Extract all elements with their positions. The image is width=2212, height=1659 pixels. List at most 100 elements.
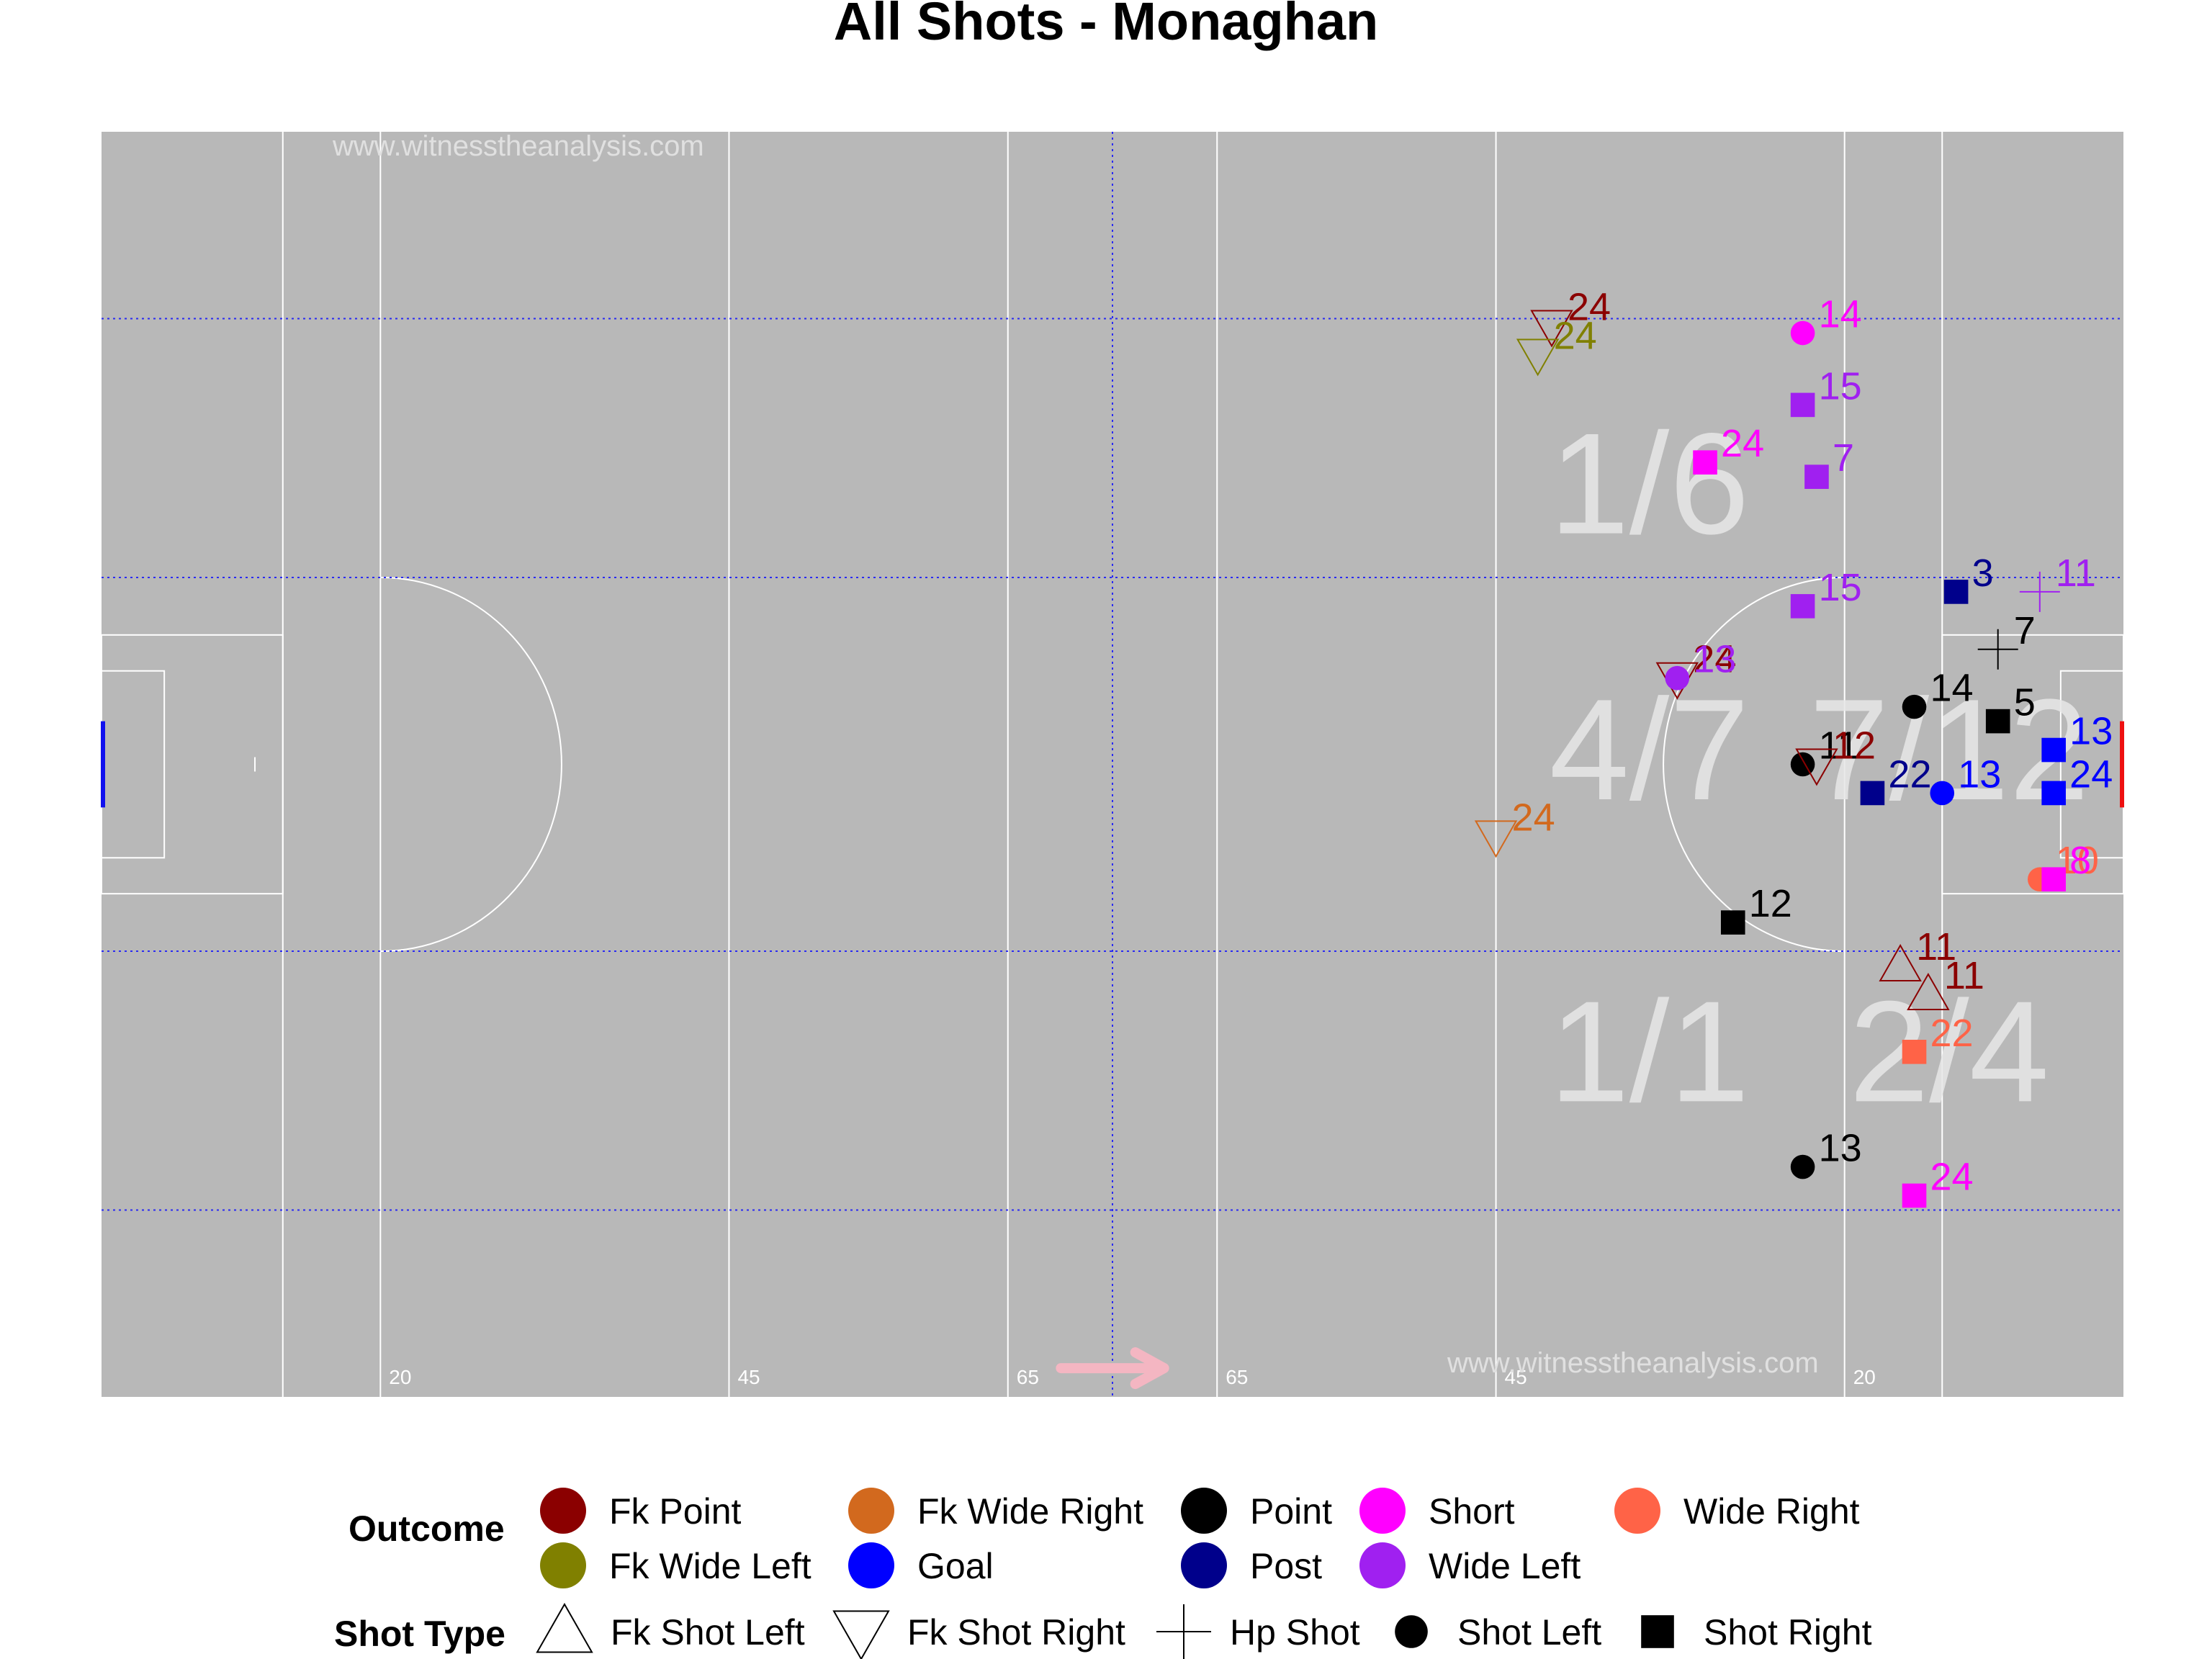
legend-outcome-swatch-fk_wide_right — [848, 1488, 894, 1534]
pitch-marking-1: 45 — [737, 1366, 760, 1388]
shot-point-6: 15 — [1790, 566, 1862, 619]
legend-outcome-label-post: Post — [1250, 1546, 1322, 1586]
legend-outcome-goal: Goal — [848, 1542, 994, 1588]
shot-label-24: 11 — [1916, 925, 1956, 968]
legend-outcome-swatch-wide_right — [1614, 1488, 1660, 1534]
shot-label-7: 3 — [1972, 552, 1994, 595]
legend-outcome-wide_left: Wide Left — [1359, 1542, 1581, 1588]
shot-marker-12 — [1902, 694, 1927, 719]
shot-marker-5 — [1804, 464, 1829, 489]
shot-marker-16 — [1795, 748, 1838, 786]
shot-label-15: 11 — [1819, 724, 1859, 768]
shot-label-8: 11 — [2056, 552, 2096, 595]
chart-title: All Shots - Monaghan — [834, 0, 1378, 51]
legend-outcome-label-wide_left: Wide Left — [1429, 1546, 1581, 1586]
shot-point-26: 22 — [1902, 1012, 1974, 1064]
shot-marker-20 — [1474, 820, 1518, 858]
shot-point-28: 24 — [1902, 1155, 1974, 1208]
shot-point-19: 24 — [2041, 752, 2113, 806]
shot-label-3: 15 — [1819, 364, 1862, 408]
zone-label-1: 4/7 — [1550, 670, 1750, 830]
legend-shot-shot_right: Shot Right — [1641, 1612, 1872, 1653]
watermark-bottom: www.witnesstheanalysis.com — [1447, 1347, 1819, 1379]
shot-marker-9 — [1977, 629, 2018, 670]
shot-label-4: 24 — [1721, 422, 1764, 465]
pitch-marking-5: 20 — [1853, 1366, 1876, 1388]
legend-shot-label-shot_right: Shot Right — [1704, 1612, 1872, 1653]
legend-outcome-short: Short — [1359, 1488, 1515, 1534]
shot-point-27: 13 — [1790, 1127, 1862, 1179]
shot-label-0: 24 — [1568, 286, 1611, 329]
legend-shot-label-fk_right: Fk Shot Right — [907, 1612, 1125, 1653]
shot-point-14: 13 — [2041, 710, 2113, 763]
shot-marker-8 — [2019, 571, 2060, 612]
shot-label-20: 24 — [1512, 796, 1555, 839]
shot-marker-25 — [1907, 972, 1950, 1010]
shot-marker-4 — [1693, 450, 1717, 475]
shot-marker-22 — [2041, 867, 2066, 892]
shot-label-22: 8 — [2069, 839, 2091, 882]
legend-shot-label-hp: Hp Shot — [1230, 1612, 1360, 1653]
shot-label-28: 24 — [1930, 1155, 1974, 1198]
shot-label-14: 13 — [2069, 710, 2113, 753]
shot-point-25: 11 — [1907, 954, 1984, 1010]
shot-label-1: 24 — [1554, 314, 1597, 357]
shot-point-17: 22 — [1860, 752, 1931, 806]
shot-point-23: 12 — [1720, 882, 1792, 935]
watermarks: www.witnesstheanalysis.com www.witnessth… — [332, 130, 1819, 1379]
shot-label-25: 11 — [1944, 954, 1984, 997]
pitch-marking-2: 65 — [1017, 1366, 1039, 1388]
legend-shot-label-fk_left: Fk Shot Left — [611, 1612, 805, 1653]
shot-point-16: 12 — [1795, 724, 1876, 786]
shot-label-17: 22 — [1888, 752, 1931, 796]
pitch: 20 45 65 65 45 20 — [101, 132, 2125, 1397]
left-arc — [380, 576, 562, 953]
shot-marker-24 — [1879, 944, 1922, 982]
legend-outcome-point: Point — [1181, 1488, 1332, 1534]
legend-outcome-fk_wide_right: Fk Wide Right — [848, 1488, 1143, 1534]
legend-outcome-swatch-fk_point — [540, 1488, 586, 1534]
legend-shot-swatch-hp — [1156, 1604, 1211, 1659]
legend-shot-swatch-fk_right — [832, 1610, 890, 1659]
shot-label-5: 7 — [1833, 436, 1854, 480]
shot-point-2: 14 — [1790, 293, 1862, 346]
shot-point-8: 11 — [2019, 552, 2096, 612]
legend-outcome-swatch-short — [1359, 1488, 1406, 1534]
watermark-top: www.witnesstheanalysis.com — [332, 130, 704, 162]
shot-marker-11 — [1665, 665, 1690, 691]
zone-label-4: 2/4 — [1849, 971, 2049, 1132]
legend-outcome-swatch-post — [1181, 1542, 1227, 1588]
shot-label-27: 13 — [1819, 1127, 1862, 1170]
shot-marker-14 — [2041, 737, 2066, 763]
legend-shot-type-items: Fk Shot Left Fk Shot Right Hp Shot Shot Lef… — [536, 1602, 1872, 1659]
shot-label-6: 15 — [1819, 566, 1862, 609]
shot-marker-18 — [1930, 781, 1955, 806]
shot-point-12: 14 — [1902, 667, 1974, 719]
shot-label-18: 13 — [1958, 752, 2001, 796]
shot-point-1: 24 — [1516, 314, 1597, 377]
shot-point-20: 24 — [1474, 796, 1555, 858]
shot-marker-17 — [1860, 781, 1885, 806]
shot-marker-23 — [1720, 910, 1745, 935]
legend-outcome-fk_point: Fk Point — [540, 1488, 742, 1534]
zone-label-3: 1/1 — [1550, 971, 1750, 1132]
right-arc — [1663, 576, 1845, 953]
pitch-marking-3: 65 — [1226, 1366, 1248, 1388]
legend-outcome-label-point: Point — [1250, 1491, 1332, 1532]
shot-marker-0 — [1530, 310, 1573, 348]
legend-shot-swatch-shot_left — [1395, 1615, 1428, 1648]
legend-outcome-items: Fk Point Fk Wide Left Fk Wide Right Goal Poi… — [540, 1488, 1860, 1588]
pitch-marking-0: 20 — [389, 1366, 411, 1388]
shot-point-9: 7 — [1977, 609, 2036, 670]
shot-marker-26 — [1902, 1040, 1927, 1064]
legend-shot-label-shot_left: Shot Left — [1457, 1612, 1601, 1653]
shot-label-9: 7 — [2014, 609, 2036, 652]
legend-outcome-swatch-fk_wide_left — [540, 1542, 586, 1588]
legend-shot-type-title: Shot Type — [334, 1614, 505, 1654]
direction-arrow-head — [1130, 1347, 1169, 1390]
shot-marker-28 — [1902, 1183, 1927, 1208]
legend-outcome-swatch-goal — [848, 1542, 894, 1588]
legend-outcome-label-fk_point: Fk Point — [609, 1491, 742, 1532]
